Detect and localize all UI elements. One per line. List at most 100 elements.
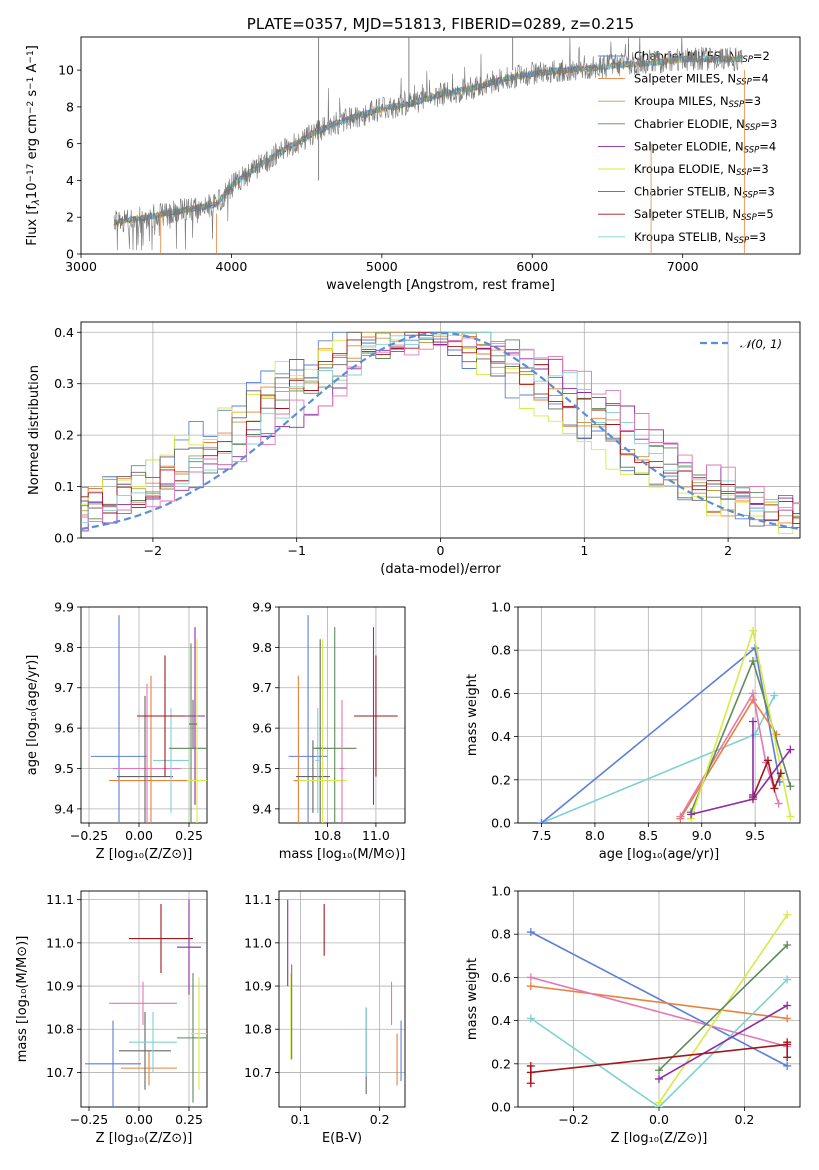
y-tick-label: 9.9 (252, 600, 272, 615)
weight-line (530, 976, 788, 1048)
legend-n: =5 (757, 207, 774, 221)
y-tick-label: 0.8 (491, 927, 511, 942)
x-tick-label: 9.5 (745, 828, 765, 843)
legend-n: =4 (752, 72, 769, 86)
weight-marker (526, 928, 535, 937)
x-tick-label: 6000 (516, 259, 548, 274)
histogram-lines (81, 331, 800, 535)
x-axis-label: E(B-V) (322, 1131, 362, 1146)
legend-sub: SSP (744, 146, 760, 156)
y-tick-label: 9.5 (252, 761, 272, 776)
y-tick-label: 2 (66, 210, 74, 225)
weight-line (679, 691, 780, 817)
weight-line (752, 757, 782, 798)
y-tick-label: 0.2 (491, 772, 511, 787)
x-tick-label: 0 (437, 543, 445, 558)
y-tick-label: 9.6 (252, 721, 272, 736)
y-tick-label: 9.8 (252, 640, 272, 655)
legend-n: =3 (760, 117, 777, 131)
y-tick-label: 0.2 (54, 428, 74, 443)
weight_vs_Z-axes: −0.2 0.0 0.2 0.0 0.2 0.4 0.6 0.8 1.0 Z [log₁₀(Z/Z… (465, 884, 801, 1146)
x-tick-label: −1 (287, 543, 305, 558)
x-tick-label: 0.0 (649, 1112, 669, 1127)
weight-marker (783, 1001, 792, 1010)
observed-spectrum (113, 37, 743, 251)
weight-line (530, 979, 788, 1107)
y-tick-label: 9.6 (54, 721, 74, 736)
y-axis-label-part: −1 (26, 50, 36, 63)
x-tick-label: 9.0 (692, 828, 712, 843)
y-tick-label: 8 (66, 99, 74, 114)
x-tick-label: 0.00 (125, 828, 153, 843)
weight-line (530, 1043, 788, 1074)
weight-line (658, 1004, 788, 1080)
x-tick-label: −2 (144, 543, 162, 558)
y-tick-label: 4 (66, 173, 74, 188)
weight-marker (526, 982, 535, 991)
legend-entry: Salpeter STELIB, NSSP=5 (634, 207, 774, 223)
weight-marker (655, 1098, 663, 1107)
spectrum-lines (113, 37, 745, 254)
weight-line (530, 985, 788, 1020)
weight-marker (783, 1038, 792, 1047)
mass_vs_Z-points (85, 899, 207, 1107)
histogram-pink (81, 337, 800, 522)
x-tick-label: 3000 (65, 259, 97, 274)
legend-entry: Salpeter ELODIE, NSSP=4 (634, 139, 776, 155)
y-axis-label-part: −17 (26, 164, 36, 183)
weight_vs_age-series (537, 626, 795, 823)
y-axis-label-part: ] (25, 45, 40, 50)
legend-sub: SSP (737, 55, 753, 65)
x-tick-label: 8.5 (638, 828, 658, 843)
normal-curve (81, 331, 800, 531)
y-tick-label: 10.8 (46, 1022, 74, 1037)
axes-frame (278, 890, 406, 1108)
y-tick-label: 0.8 (491, 643, 511, 658)
y-tick-label: 9.4 (252, 801, 272, 816)
legend-name: Chabrier ELODIE, N (634, 117, 745, 131)
legend-entry: Kroupa ELODIE, NSSP=3 (634, 162, 769, 178)
weight-marker (786, 745, 795, 754)
y-tick-label: 0.0 (491, 816, 511, 831)
x-tick-label: −0.25 (70, 828, 108, 843)
legend-n: =3 (758, 185, 775, 199)
legend-entry: Kroupa MILES, NSSP=3 (634, 94, 761, 110)
weight-marker (783, 1014, 792, 1023)
y-axis-label: age [log₁₀(age/yr)] (25, 655, 40, 776)
legend-sub: SSP (742, 191, 758, 201)
weight-marker (749, 689, 757, 698)
mass_vs_ebv-points (287, 899, 402, 1095)
y-tick-label: 11.1 (46, 892, 74, 907)
weight-marker (526, 1061, 535, 1070)
legend-name: Salpeter ELODIE, N (634, 139, 744, 153)
y-axis-label-part: −2 (26, 101, 36, 114)
weight-marker (770, 691, 779, 700)
residuals-axes: −2 −1 0 1 2 0.0 0.1 0.2 0.3 0.4 (data-model)/error… (27, 321, 801, 577)
weight-marker (776, 769, 785, 778)
legend-sub: SSP (741, 213, 757, 223)
y-axis-label: mass [log₁₀(M/M⊙)] (15, 936, 30, 1063)
legend-entry: 𝒩(0, 1) (740, 337, 782, 351)
x-tick-label: 0.1 (290, 1112, 310, 1127)
legend-n: =4 (759, 139, 776, 153)
legend-name: Chabrier STELIB, N (634, 185, 742, 199)
weight-line (540, 646, 781, 823)
y-tick-label: 0.2 (491, 1056, 511, 1071)
x-tick-label: −0.25 (70, 1112, 108, 1127)
y-tick-label: 10.7 (46, 1065, 74, 1080)
legend-n: =2 (753, 49, 770, 63)
weight-marker (774, 799, 783, 808)
legend-entry: Salpeter MILES, NSSP=4 (634, 72, 769, 88)
weight-marker (749, 626, 757, 635)
legend-entry: Chabrier STELIB, NSSP=3 (634, 185, 775, 201)
y-axis-label-part: 10 (25, 183, 40, 200)
x-axis-label: Z [log₁₀(Z/Z⊙)] (96, 1131, 193, 1146)
y-axis-label-part: λ (31, 199, 42, 206)
y-axis-label: mass weight (465, 958, 480, 1040)
x-tick-label: 0.2 (370, 1112, 390, 1127)
age_vs_mass-points (288, 615, 398, 823)
x-tick-label: −0.2 (558, 1112, 588, 1127)
weight-marker (763, 756, 772, 765)
x-axis-label: mass [log₁₀(M/M⊙)] (279, 847, 406, 862)
